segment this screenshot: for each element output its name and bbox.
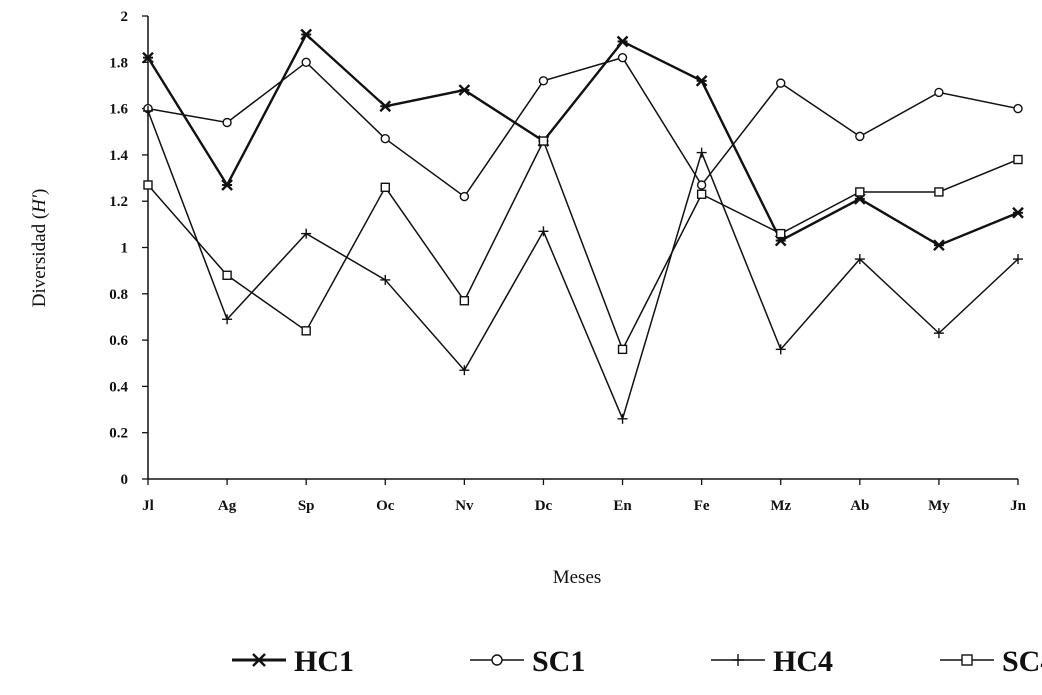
data-point-sc4 <box>538 136 549 146</box>
data-point-sc4 <box>143 180 153 190</box>
x-tick-label: Ag <box>218 498 237 514</box>
series-sc1 <box>143 52 1023 202</box>
data-point-sc1 <box>696 180 707 190</box>
legend-swatch-marker <box>491 654 503 666</box>
y-axis-title-main: Diversidad ( <box>29 213 50 307</box>
series-hc4 <box>143 105 1023 424</box>
data-point-sc4 <box>855 187 865 197</box>
series-hc1 <box>142 28 1024 252</box>
data-point-sc4 <box>776 228 786 239</box>
y-tick-label: 1.8 <box>109 55 128 71</box>
data-point-hc4 <box>933 328 944 339</box>
x-tick-label: Nv <box>455 498 474 514</box>
legend-label: HC4 <box>773 645 833 678</box>
legend-label: HC1 <box>294 645 354 678</box>
y-tick-label: 0.2 <box>109 426 128 442</box>
data-point-hc1 <box>221 179 233 191</box>
data-point-hc1 <box>933 239 945 252</box>
data-point-sc4 <box>617 344 628 355</box>
data-point-hc4 <box>459 365 470 376</box>
y-axis-title: Diversidad (H') <box>29 189 50 308</box>
data-point-sc4 <box>934 187 944 197</box>
data-point-hc1 <box>379 100 392 113</box>
data-point-sc1 <box>380 133 390 144</box>
x-tick-label: My <box>928 498 950 514</box>
legend-item-hc1: HC1 <box>232 645 354 678</box>
data-point-sc1 <box>617 52 628 63</box>
data-point-hc1 <box>142 51 154 64</box>
data-point-hc4 <box>301 228 312 239</box>
data-point-hc4 <box>775 344 786 355</box>
data-point-hc4 <box>538 226 549 237</box>
data-point-sc1 <box>538 76 549 86</box>
y-ticks: 0 0.2 0.4 0.6 0.8 1 1.2 1.4 1.6 1.8 2 <box>109 9 148 488</box>
x-tick-label: Fe <box>694 498 710 514</box>
data-point-hc4 <box>143 105 153 116</box>
legend-item-sc4: SC4 <box>940 645 1042 678</box>
data-point-hc1 <box>695 74 708 87</box>
legend-item-hc4: HC4 <box>711 645 833 678</box>
y-tick-label: 1.4 <box>109 148 128 164</box>
x-tick-label: Jl <box>142 498 154 514</box>
data-point-sc4 <box>301 326 311 336</box>
y-tick-label: 0 <box>121 472 129 488</box>
series-sc4 <box>143 136 1023 355</box>
legend-swatch-marker <box>252 653 266 667</box>
x-tick-label: Ab <box>850 498 869 514</box>
y-tick-label: 2 <box>121 9 129 25</box>
legend-item-sc1: SC1 <box>470 645 585 678</box>
data-point-hc4 <box>380 274 391 285</box>
data-point-sc1 <box>934 87 944 98</box>
x-tick-label: Mz <box>770 498 791 514</box>
data-point-hc4 <box>1013 254 1023 265</box>
data-point-sc4 <box>222 270 232 280</box>
y-tick-label: 1.6 <box>109 102 128 118</box>
y-tick-label: 0.8 <box>109 287 128 303</box>
data-point-sc1 <box>459 191 470 202</box>
data-point-sc1 <box>222 117 232 128</box>
data-point-sc4 <box>380 182 390 193</box>
series-group <box>142 28 1024 424</box>
data-point-hc1 <box>1012 206 1024 219</box>
x-axis-title: Meses <box>553 567 602 588</box>
data-point-hc4 <box>854 254 865 265</box>
x-tick-label: En <box>613 498 632 514</box>
y-tick-label: 0.4 <box>109 379 128 395</box>
x-tick-label: Oc <box>376 498 395 514</box>
y-tick-label: 1.2 <box>109 194 128 210</box>
data-point-sc1 <box>1013 103 1023 114</box>
data-point-sc4 <box>696 189 707 199</box>
y-axis-title-italic: H' <box>29 194 50 214</box>
y-tick-label: 1 <box>121 241 129 257</box>
data-point-hc1 <box>300 28 313 41</box>
data-point-sc1 <box>855 131 865 142</box>
legend-swatch-marker <box>732 654 744 666</box>
x-tick-label: Dc <box>535 498 553 514</box>
x-tick-label: Jn <box>1010 498 1027 514</box>
series-line-hc1 <box>146 32 1019 247</box>
legend-swatch-marker <box>961 654 973 666</box>
y-tick-label: 0.6 <box>109 333 128 349</box>
data-point-hc4 <box>222 314 233 325</box>
data-point-sc4 <box>459 296 470 306</box>
series-line-hc4 <box>147 110 1019 422</box>
data-point-sc1 <box>776 78 786 88</box>
legend-label: SC1 <box>532 645 585 678</box>
data-point-sc1 <box>301 57 311 67</box>
series-line-sc4 <box>147 139 1019 352</box>
data-point-hc1 <box>458 84 471 96</box>
x-tick-label: Sp <box>298 498 315 514</box>
data-point-sc4 <box>1013 154 1023 165</box>
legend: HC1 SC1 HC4 SC4 <box>232 645 1042 678</box>
data-point-hc4 <box>617 413 628 424</box>
data-point-hc4 <box>696 147 707 158</box>
y-axis-title-end: ) <box>29 189 50 195</box>
x-ticks: Jl Ag Sp Oc Nv Dc En Fe Mz Ab My Jn <box>142 479 1027 514</box>
data-point-hc1 <box>616 35 629 48</box>
legend-label: SC4 <box>1002 645 1042 678</box>
series-line-sc1 <box>147 56 1019 198</box>
